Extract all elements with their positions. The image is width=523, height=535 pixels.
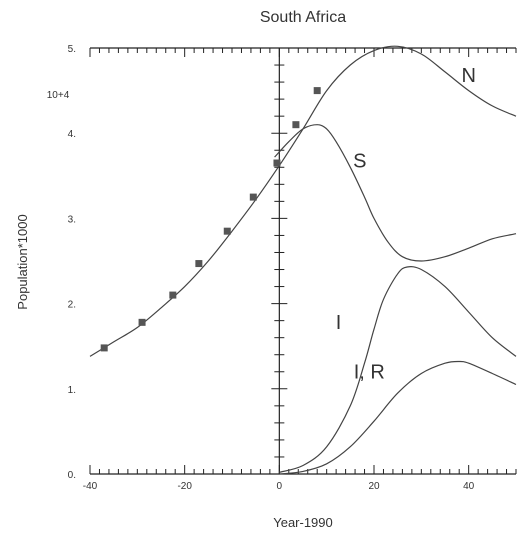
curve-label-i: I (336, 312, 342, 334)
y-tick-label: 4. (68, 129, 76, 140)
curve-label-n: N (461, 65, 475, 87)
y-tick-label: 0. (68, 470, 76, 481)
series-line-s (274, 124, 517, 262)
data-point-marker (249, 193, 257, 201)
labels-layer: N S I I, R (336, 65, 476, 383)
y-tick-label: 3. (68, 214, 76, 225)
series-line-i-r (279, 360, 517, 475)
curve-label-i-r: I, R (354, 362, 385, 384)
y-tick-label: 2. (68, 300, 76, 311)
y-axis-label: Population*1000 (15, 214, 30, 309)
x-tick-label: -40 (83, 481, 98, 492)
data-point-marker (169, 291, 177, 299)
x-tick-label: 40 (463, 481, 475, 492)
data-point-marker (223, 227, 231, 235)
data-point-marker (292, 121, 300, 129)
chart-title: South Africa (260, 9, 346, 26)
x-tick-label: -20 (177, 481, 192, 492)
curve-label-s: S (353, 150, 366, 172)
y-tick-label: 1. (68, 385, 76, 396)
series-line-n (89, 45, 517, 357)
data-point-marker (100, 344, 108, 352)
axes: -40 -20 0 20 40 0. 1. 2. 3. 4. 5. (68, 44, 517, 492)
x-tick-label: 0 (277, 481, 283, 492)
x-axis-label: Year-1990 (273, 515, 333, 530)
y-tick-label: 5. (68, 44, 76, 55)
series-layer (89, 45, 517, 475)
data-point-marker (195, 260, 203, 268)
data-point-marker (138, 318, 146, 326)
x-tick-label: 20 (368, 481, 380, 492)
series-line-i (279, 266, 517, 473)
data-point-marker (313, 87, 321, 95)
y-exponent-label: 10+4 (47, 90, 70, 101)
data-point-marker (273, 159, 281, 167)
